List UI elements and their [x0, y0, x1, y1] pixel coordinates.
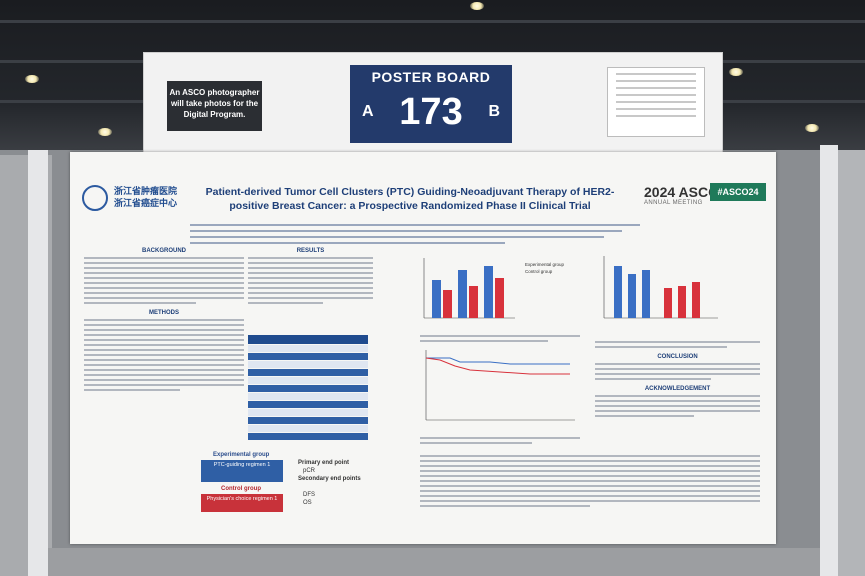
secondary-endpoints-label: Secondary end points	[298, 476, 361, 482]
side-b-label: B	[488, 103, 500, 120]
conclusion-heading: CONCLUSION	[657, 354, 698, 360]
poster-board-header: An ASCO photographer will take photos fo…	[143, 52, 723, 157]
poster-board-sign: POSTER BOARD A 173 B	[350, 65, 512, 143]
author-list	[190, 220, 640, 248]
poster-title: Patient-derived Tumor Cell Clusters (PTC…	[205, 186, 615, 212]
small-notice-sign	[607, 67, 705, 137]
photographer-notice: An ASCO photographer will take photos fo…	[167, 81, 262, 131]
control-group-label: Control group	[221, 486, 261, 492]
references-block	[420, 452, 760, 510]
booth-base	[48, 548, 820, 576]
ceiling-light	[805, 124, 819, 132]
background-column: BACKGROUND METHODS	[84, 248, 244, 394]
side-a-label: A	[362, 103, 374, 120]
study-flowchart: Experimental group PTC-guiding regimen 1…	[113, 452, 373, 542]
figure-caption	[420, 332, 580, 345]
os-endpoint: OS	[303, 500, 312, 506]
pcr-bar-chart	[420, 256, 515, 326]
institution-name: 浙江省肿瘤医院 浙江省癌症中心	[114, 187, 178, 209]
asco-hashtag: #ASCO24	[710, 183, 766, 201]
primary-endpoint-label: Primary end point	[298, 460, 350, 466]
characteristics-table	[248, 335, 368, 441]
results-heading: RESULTS	[296, 248, 325, 254]
asco-meeting-logo: 2024 ASCO ANNUAL MEETING	[644, 184, 719, 206]
research-poster: 浙江省肿瘤医院 浙江省癌症中心 Patient-derived Tumor Ce…	[70, 152, 776, 544]
dfs-endpoint: DFS	[303, 492, 315, 498]
frame-post	[820, 145, 838, 576]
acknowledgement-heading: ACKNOWLEDGEMENT	[644, 386, 711, 392]
ceiling-light	[729, 68, 743, 76]
ceiling-light	[470, 2, 484, 10]
experimental-group-label: Experimental group	[213, 452, 270, 458]
ptc-regimen-box: PTC-guiding regimen 1	[201, 460, 283, 482]
physician-regimen-box: Physician's choice regimen 1	[201, 494, 283, 512]
hospital-logo-icon	[82, 185, 108, 211]
board-number: 173	[399, 91, 463, 133]
subgroup-bar-chart	[600, 252, 720, 327]
methods-heading: METHODS	[149, 310, 179, 316]
dfs-caption	[420, 434, 580, 447]
poster-board-label: POSTER BOARD	[371, 69, 491, 85]
legend-control: Control group	[525, 269, 553, 274]
ceiling-beam	[0, 20, 865, 23]
pcr-endpoint: pCR	[303, 468, 316, 474]
ceiling-light	[98, 128, 112, 136]
conclusion-column: CONCLUSION ACKNOWLEDGEMENT	[595, 338, 760, 420]
dfs-survival-chart	[420, 348, 580, 428]
background-heading: BACKGROUND	[142, 248, 186, 254]
legend-experimental: Experimental group	[525, 262, 565, 267]
results-column: RESULTS	[248, 248, 373, 307]
frame-post	[28, 150, 48, 576]
ceiling-light	[25, 75, 39, 83]
